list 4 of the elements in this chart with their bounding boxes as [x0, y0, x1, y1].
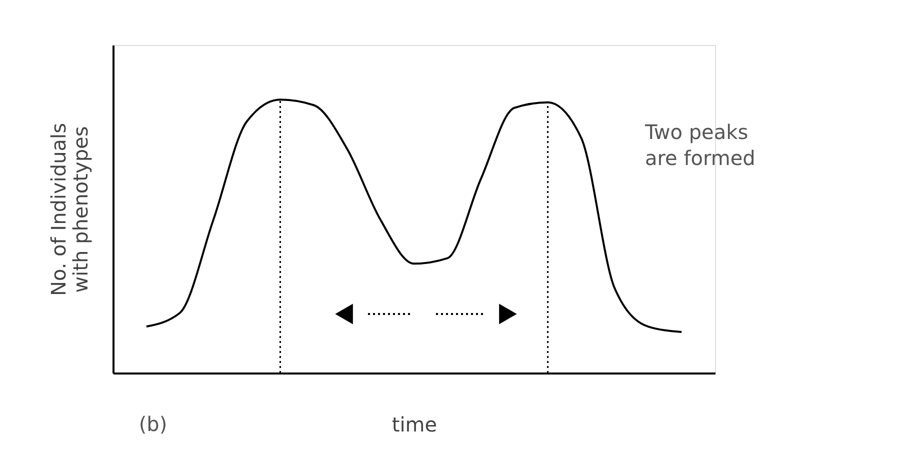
y-axis-title: No. of Individuals with phenotypes [46, 122, 92, 296]
x-axis-title: time [392, 412, 438, 436]
annotation: Two peaks are formed [644, 120, 756, 170]
text: (b) [138, 412, 168, 436]
